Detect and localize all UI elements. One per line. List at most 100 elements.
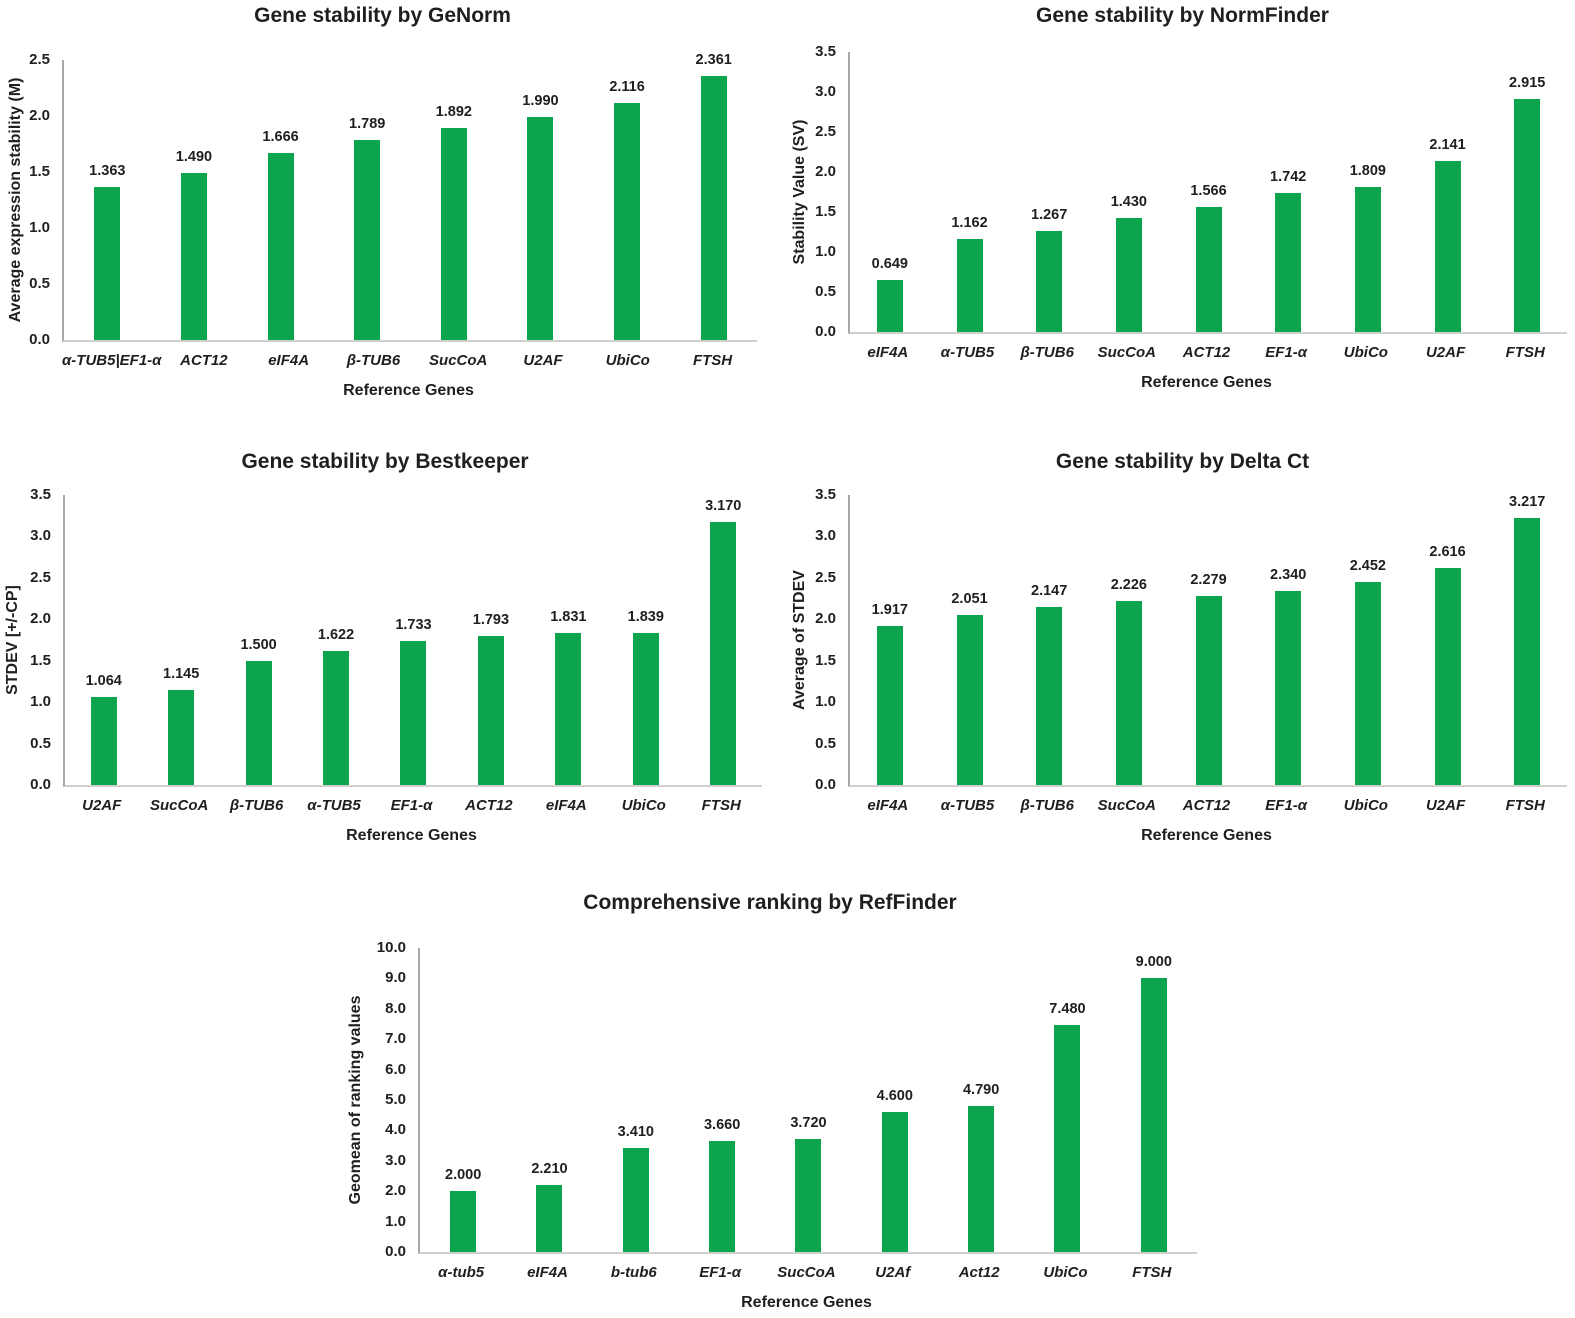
bar — [709, 1140, 736, 1252]
bar — [440, 128, 467, 340]
bar-value-label: 2.000 — [445, 1167, 482, 1184]
bar — [710, 522, 737, 785]
bar — [450, 1191, 477, 1252]
bar-value-label: 1.430 — [1110, 193, 1147, 210]
y-tick-label: 2.5 — [815, 123, 836, 140]
plot-area: 0.649 1.162 1.267 1.430 1.566 1.742 1.809 2.141… — [848, 52, 1567, 334]
chart-title: Gene stability by GeNorm — [254, 4, 511, 27]
bar — [1434, 568, 1461, 785]
y-tick-label: 1.0 — [815, 693, 836, 711]
x-category-label: UbiCo — [605, 352, 650, 369]
x-category-label: SucCoA — [429, 352, 488, 369]
plot-area: 1.064 1.145 1.500 1.622 1.733 1.793 1.831 1.839… — [63, 495, 762, 787]
x-category-label: U2AF — [1425, 344, 1466, 361]
bar-value-label: 1.162 — [951, 215, 988, 232]
x-category-label: α-TUB5|EF1-α — [62, 352, 162, 369]
bar-value-label: 2.116 — [609, 79, 645, 96]
x-category-label: UbiCo — [1043, 1264, 1088, 1281]
y-tick-label: 1.0 — [29, 219, 50, 236]
bar-value-label: 1.267 — [1031, 206, 1068, 223]
bar-value-label: 2.226 — [1110, 576, 1147, 593]
x-category-label: α-TUB5 — [940, 797, 995, 814]
bar-value-label: 2.616 — [1429, 544, 1466, 561]
bar-slot: 1.733 — [375, 495, 452, 785]
bar-slot: 1.500 — [220, 495, 297, 785]
x-category-label: α-TUB5 — [940, 344, 995, 361]
bar-slot: 4.790 — [938, 948, 1024, 1252]
bar-slot: 1.789 — [324, 60, 411, 340]
chart-delta-ct: Gene stability by Delta Ct Average of ST… — [790, 440, 1575, 875]
bar-value-label: 1.064 — [85, 672, 122, 689]
bar — [1195, 596, 1222, 785]
bar-value-label: 1.809 — [1349, 163, 1387, 180]
y-tick-label: 2.0 — [385, 1182, 406, 1200]
x-category-label: ACT12 — [1182, 797, 1231, 814]
bar — [94, 187, 121, 340]
bar-value-label: 1.145 — [163, 666, 200, 683]
x-category-label: EF1-α — [390, 797, 433, 814]
y-tick-label: 1.5 — [815, 203, 836, 220]
bar — [536, 1184, 563, 1252]
bar-slot: 1.990 — [497, 60, 584, 340]
y-tick-label: 2.0 — [815, 610, 836, 628]
bar — [555, 633, 582, 785]
x-category-label: eIF4A — [545, 797, 587, 814]
y-tick-label: 3.0 — [815, 527, 836, 545]
chart-reffinder: Comprehensive ranking by RefFinder Geome… — [330, 885, 1210, 1318]
x-category-label: U2AF — [82, 797, 122, 814]
bar — [1054, 1024, 1081, 1252]
x-category-label: eIF4A — [268, 352, 310, 369]
y-tick-label: 3.0 — [815, 83, 836, 100]
x-category-labels: eIF4A α-TUB5 β-TUB6 SucCoA ACT12 EF1-α UbiCo U2… — [848, 344, 1565, 361]
y-tick-label: 0.5 — [29, 275, 50, 292]
bar-value-label: 1.666 — [262, 129, 299, 146]
bar-slot: 2.915 — [1487, 52, 1567, 332]
y-axis-title: Average of STDEV — [791, 570, 808, 710]
bar — [1115, 217, 1142, 332]
y-tick-label: 6.0 — [385, 1060, 406, 1078]
x-category-label: ACT12 — [180, 352, 228, 369]
x-axis-title: Reference Genes — [1141, 827, 1272, 844]
x-category-label: α-tub5 — [438, 1264, 485, 1281]
x-category-label: b-tub6 — [610, 1264, 657, 1281]
bar — [527, 117, 554, 340]
bar — [956, 239, 983, 332]
bar-value-label: 3.410 — [617, 1124, 654, 1141]
bar-value-label: 2.915 — [1509, 74, 1546, 91]
y-tick-label: 3.5 — [30, 486, 51, 503]
x-category-labels: eIF4A α-TUB5 β-TUB6 SucCoA ACT12 EF1-α UbiCo U2… — [848, 797, 1565, 814]
chart-normfinder: Gene stability by NormFinder Stability V… — [790, 0, 1575, 410]
bar-slot: 1.809 — [1328, 52, 1408, 332]
x-category-label: UbiCo — [1343, 344, 1388, 361]
bar — [323, 650, 350, 785]
bar — [632, 632, 659, 785]
bar-slot: 2.051 — [930, 495, 1010, 785]
x-category-label: eIF4A — [867, 344, 909, 361]
bar-value-label: 3.170 — [705, 498, 742, 515]
x-category-labels: U2AF SucCoA β-TUB6 α-TUB5 EF1-α ACT12 eIF4A Ubi… — [63, 797, 760, 814]
bar-slot: 3.720 — [765, 948, 851, 1252]
bar-value-label: 1.622 — [317, 626, 355, 643]
bar-value-label: 3.217 — [1509, 494, 1546, 511]
x-category-label: SucCoA — [1097, 344, 1157, 361]
bar — [1434, 160, 1461, 332]
bar — [876, 626, 903, 785]
bar-value-label: 1.363 — [89, 163, 126, 180]
x-category-label: EF1-α — [699, 1264, 742, 1281]
bar-slot: 2.226 — [1089, 495, 1169, 785]
x-category-label: ACT12 — [1182, 344, 1231, 361]
bar-slot: 2.147 — [1009, 495, 1089, 785]
y-axis-title: STDEV [+/-CP] — [4, 585, 21, 695]
bar-slot: 1.145 — [142, 495, 219, 785]
x-category-label: Act12 — [958, 1264, 1000, 1281]
bar-slot: 1.430 — [1089, 52, 1169, 332]
bar-value-label: 2.210 — [531, 1160, 568, 1177]
bar-value-label: 1.500 — [240, 636, 277, 653]
y-tick-label: 0.0 — [30, 776, 51, 793]
x-category-label: FTSH — [1505, 797, 1545, 814]
bar-slot: 1.793 — [452, 495, 529, 785]
bar-slot: 2.000 — [420, 948, 506, 1252]
bar-slot: 1.267 — [1009, 52, 1089, 332]
bar — [1036, 607, 1063, 785]
x-category-label: β-TUB6 — [1020, 344, 1074, 361]
